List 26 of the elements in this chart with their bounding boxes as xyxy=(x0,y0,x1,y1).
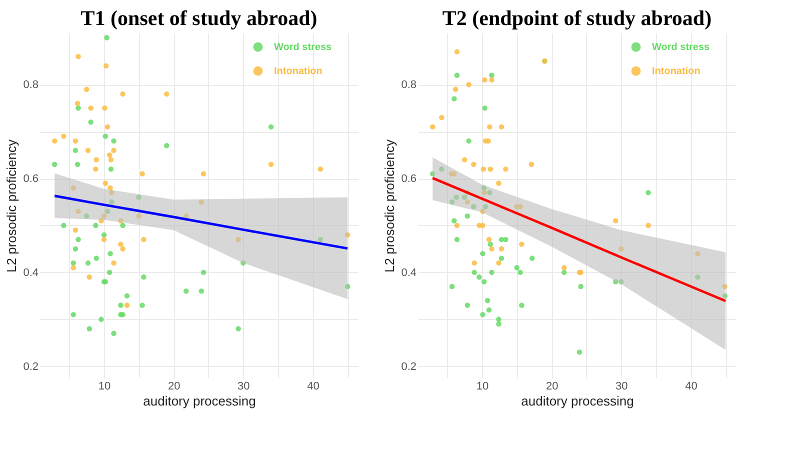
x-tick-label: 10 xyxy=(476,380,489,392)
x-tick-label: 10 xyxy=(98,380,111,392)
y-tick-label: 0.6 xyxy=(23,173,38,186)
y-tick-label: 0.2 xyxy=(23,360,38,373)
x-tick-label: 40 xyxy=(307,380,320,392)
y-tick-label: 0.8 xyxy=(401,79,416,92)
y-tick-label: 0.4 xyxy=(23,266,38,279)
x-tick-label: 20 xyxy=(168,380,180,392)
chart-title: T2 (endpoint of study abroad) xyxy=(442,6,712,30)
x-tick-label: 20 xyxy=(546,380,558,392)
legend-label: Intonation xyxy=(652,66,700,77)
x-axis-title: auditory processing xyxy=(521,394,634,408)
chart-title: T1 (onset of study abroad) xyxy=(80,6,318,30)
y-tick-label: 0.2 xyxy=(401,360,416,373)
x-tick-label: 40 xyxy=(685,380,698,392)
x-tick-label: 30 xyxy=(238,380,250,392)
legend-label: Word stress xyxy=(274,42,332,53)
y-tick-label: 0.8 xyxy=(23,79,38,92)
legend-label: Intonation xyxy=(274,66,322,77)
legend-label: Word stress xyxy=(652,42,710,53)
y-axis-title: L2 prosodic proficiency xyxy=(382,139,398,272)
y-tick-label: 0.6 xyxy=(401,173,416,186)
x-tick-label: 30 xyxy=(616,380,628,392)
y-tick-label: 0.4 xyxy=(401,266,416,279)
y-axis-title: L2 prosodic proficiency xyxy=(4,139,20,272)
x-axis-title: auditory processing xyxy=(143,394,256,408)
